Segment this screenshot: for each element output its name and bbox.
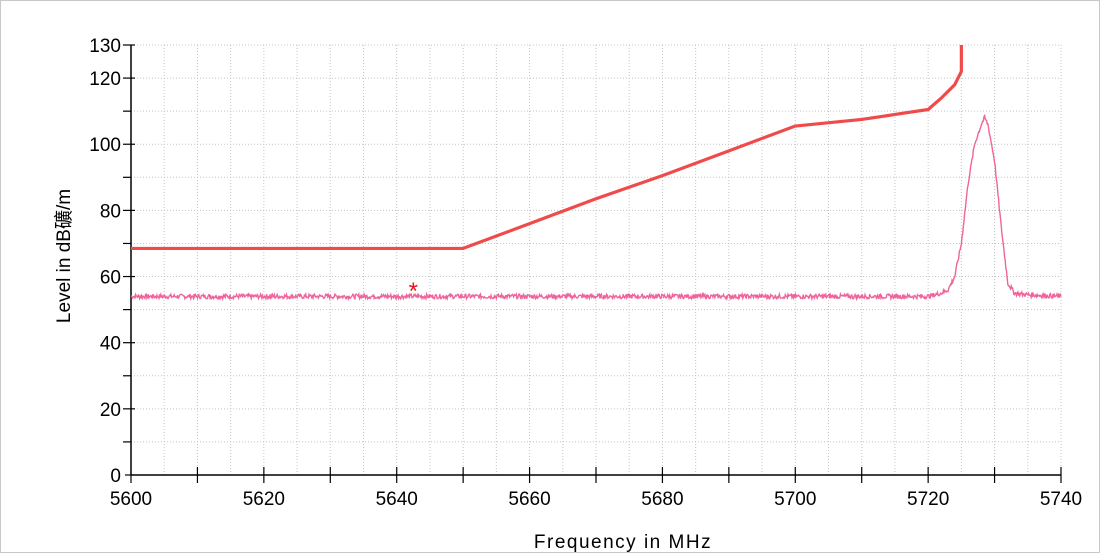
y-tick-label: 60 xyxy=(100,268,121,289)
y-tick-label: 130 xyxy=(89,36,121,57)
y-axis-label: Level in dB礦/m xyxy=(53,189,75,323)
y-tick-label: 0 xyxy=(110,466,121,487)
x-tick-label: 5700 xyxy=(774,489,816,510)
marker-layer: * xyxy=(409,278,418,305)
y-tick-label: 20 xyxy=(100,400,121,421)
x-tick-label: 5660 xyxy=(508,489,550,510)
series-layer xyxy=(130,45,1062,302)
y-tick-label: 120 xyxy=(89,69,121,90)
y-tick-label: 100 xyxy=(89,135,121,156)
y-tick-label: 80 xyxy=(100,201,121,222)
x-tick-label: 5620 xyxy=(243,489,285,510)
measurement-trace xyxy=(130,113,1062,302)
grid xyxy=(131,44,1062,475)
peak-marker: * xyxy=(409,278,418,305)
tick-labels: 0 20 40 60 80 100 120 130 5600 5620 5640 5660 5680 57… xyxy=(89,36,1082,510)
axes xyxy=(123,44,1062,483)
x-tick-label: 5720 xyxy=(907,489,949,510)
x-tick-label: 5740 xyxy=(1040,489,1082,510)
y-tick-label: 40 xyxy=(100,334,121,355)
limit-line xyxy=(131,45,963,251)
x-axis-label: Frequency in MHz xyxy=(534,532,712,553)
x-tick-label: 5680 xyxy=(641,489,683,510)
x-tick-label: 5600 xyxy=(110,489,152,510)
x-tick-label: 5640 xyxy=(376,489,418,510)
